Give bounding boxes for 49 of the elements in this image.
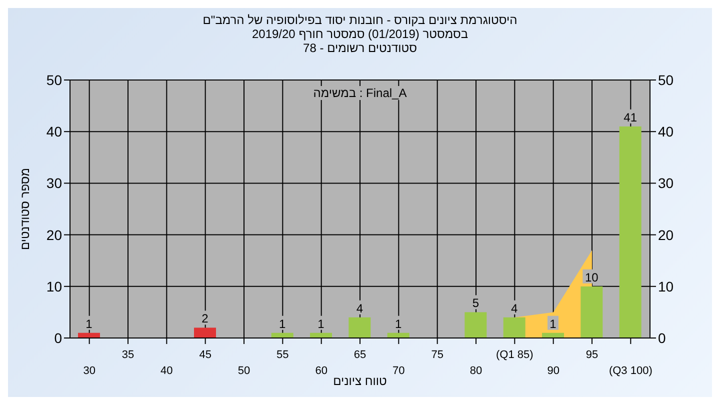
y-tick-label: 50 bbox=[46, 72, 62, 88]
y2-tick-label: 50 bbox=[658, 72, 674, 88]
data-label: 1 bbox=[318, 316, 325, 331]
bar bbox=[503, 317, 526, 338]
x-tick-label: 70 bbox=[392, 365, 405, 377]
x-axis-title: טווח ציונים bbox=[333, 374, 387, 388]
y2-tick-label: 30 bbox=[658, 175, 674, 192]
data-label: 1 bbox=[86, 316, 93, 331]
data-label: 1 bbox=[394, 316, 402, 331]
x-tick-label: 80 bbox=[470, 365, 482, 377]
data-label: 10 bbox=[584, 270, 599, 284]
x-tick-label: 65 bbox=[354, 349, 366, 361]
data-label: 1 bbox=[278, 316, 286, 331]
y-axis-title: מספר סטודנטים bbox=[18, 167, 32, 250]
data-label: 5 bbox=[472, 296, 480, 310]
y-tick-label: 40 bbox=[46, 124, 62, 140]
x-tick-label: 50 bbox=[238, 365, 250, 377]
x-tick-label: 75 bbox=[431, 349, 444, 361]
x-tick-label: (Q3 100) bbox=[608, 365, 652, 377]
data-label: 4 bbox=[356, 301, 364, 316]
data-label: 2 bbox=[202, 312, 209, 326]
y2-tick-label: 0 bbox=[658, 330, 666, 346]
x-tick-label: 30 bbox=[83, 365, 96, 377]
y2-tick-label: 20 bbox=[658, 226, 674, 243]
x-tick-label: 60 bbox=[315, 365, 328, 377]
x-tick-label: 35 bbox=[122, 349, 134, 361]
x-tick-label: 45 bbox=[199, 349, 212, 361]
y2-tick-label: 10 bbox=[658, 278, 674, 294]
y-tick-label: 20 bbox=[46, 226, 62, 243]
data-label: 1 bbox=[550, 316, 557, 331]
x-tick-label: (Q1 85) bbox=[496, 349, 534, 361]
bar bbox=[619, 126, 642, 338]
x-tick-label: 95 bbox=[586, 349, 598, 361]
chart-title: היסטוגרמת ציונים בקורס - חובנות יסוד בפילוסופיה של הרמב"ם bbox=[202, 13, 518, 27]
y-tick-label: 0 bbox=[54, 330, 62, 346]
x-tick-label: 55 bbox=[276, 349, 289, 361]
y2-tick-label: 40 bbox=[658, 124, 674, 140]
x-tick-label: 90 bbox=[547, 365, 560, 377]
bar bbox=[348, 317, 371, 338]
data-label: 4 bbox=[510, 301, 518, 316]
bar bbox=[464, 312, 487, 338]
y-tick-label: 30 bbox=[46, 175, 62, 192]
bar bbox=[194, 328, 216, 338]
chart-subtitle: בסמסטר (01/2019) סמסטר חורף 2019/20 סטודנטים רשומים - 78 bbox=[250, 27, 470, 55]
annotation: במשימה : Final_A bbox=[310, 86, 410, 100]
bar bbox=[580, 286, 603, 338]
y-tick-label: 10 bbox=[46, 278, 62, 294]
x-tick-label: 40 bbox=[160, 365, 173, 377]
data-label: 41 bbox=[624, 110, 638, 124]
